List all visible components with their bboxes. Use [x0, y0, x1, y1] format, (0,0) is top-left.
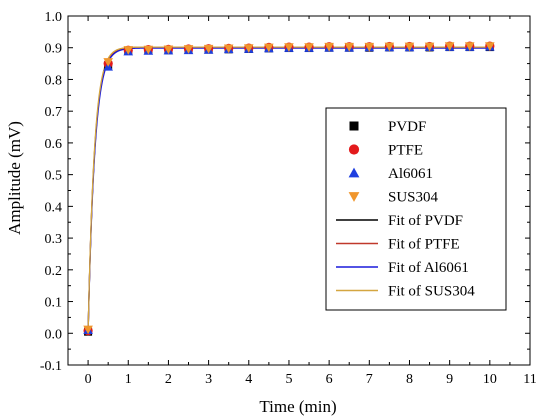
x-axis: 0 1 2 3 4 5 6 7 8 9 10 11: [85, 16, 537, 387]
y-tick-label: 0.8: [45, 73, 63, 88]
legend-label: Fit of Al6061: [388, 260, 469, 276]
legend-label: Al6061: [388, 166, 433, 182]
y-tick-label: 0.3: [45, 232, 63, 247]
legend-marker: [348, 167, 360, 178]
data-point: [123, 46, 134, 55]
x-tick-label: 5: [285, 372, 292, 387]
y-tick-label: -0.1: [40, 359, 62, 374]
data-point: [384, 42, 395, 52]
x-tick-label: 11: [523, 372, 536, 387]
legend-marker: [348, 144, 360, 155]
legend-label: Fit of PVDF: [388, 213, 463, 229]
x-tick-label: 7: [366, 372, 373, 387]
x-tick-label: 8: [406, 372, 413, 387]
y-tick-label: 0.7: [45, 105, 63, 120]
y-tick-label: 0.9: [45, 42, 63, 57]
legend-label: Fit of SUS304: [388, 284, 475, 300]
x-axis-label: Time (min): [259, 397, 336, 416]
data-points: [83, 41, 495, 336]
legend-marker: [348, 192, 360, 202]
data-point: [284, 43, 294, 52]
data-point: [143, 45, 154, 55]
legend-label: Fit of PTFE: [388, 237, 460, 253]
y-tick-label: 0.2: [45, 264, 63, 279]
data-point: [83, 325, 93, 335]
data-point: [424, 42, 435, 52]
x-tick-label: 6: [326, 372, 333, 387]
data-point: [324, 42, 334, 52]
x-tick-label: 4: [245, 372, 252, 387]
data-point: [364, 42, 375, 52]
x-tick-label: 2: [165, 372, 172, 387]
legend-label: PTFE: [388, 143, 423, 159]
data-point: [243, 44, 254, 53]
data-point: [485, 42, 495, 51]
legend-marker: [349, 121, 359, 131]
x-tick-label: 9: [446, 372, 453, 387]
y-tick-label: 0.6: [45, 137, 63, 152]
data-point: [304, 43, 314, 52]
x-tick-label: 1: [125, 372, 132, 387]
data-point: [103, 58, 113, 67]
data-point: [464, 42, 475, 51]
data-point: [163, 45, 174, 55]
x-tick-label: 10: [483, 372, 497, 387]
data-point: [444, 42, 455, 51]
x-tick-label: 3: [205, 372, 212, 387]
y-tick-label: 0.4: [45, 200, 63, 215]
data-point: [344, 42, 355, 52]
data-point: [203, 44, 214, 54]
y-tick-label: 0.0: [45, 327, 63, 342]
y-tick-label: 0.5: [45, 169, 63, 184]
legend-label: PVDF: [388, 119, 426, 135]
y-tick-label: 1.0: [45, 10, 63, 25]
x-tick-label: 0: [85, 372, 92, 387]
data-point: [183, 45, 194, 54]
legend-box: [325, 107, 507, 311]
data-point: [404, 42, 415, 52]
y-axis-label: Amplitude (mV): [5, 121, 24, 235]
legend-label: SUS304: [388, 190, 439, 206]
y-tick-label: 0.1: [45, 296, 63, 311]
data-point: [264, 43, 274, 53]
data-point: [223, 44, 234, 54]
y-axis: -0.1 0.0 0.1 0.2 0.3 0.4 0.5 0.6 0.7 0.8 0.9 1.0: [40, 10, 530, 374]
legend: PVDF PTFE Al6061 SUS304 Fit of PVDF Fit of PT…: [325, 107, 507, 311]
